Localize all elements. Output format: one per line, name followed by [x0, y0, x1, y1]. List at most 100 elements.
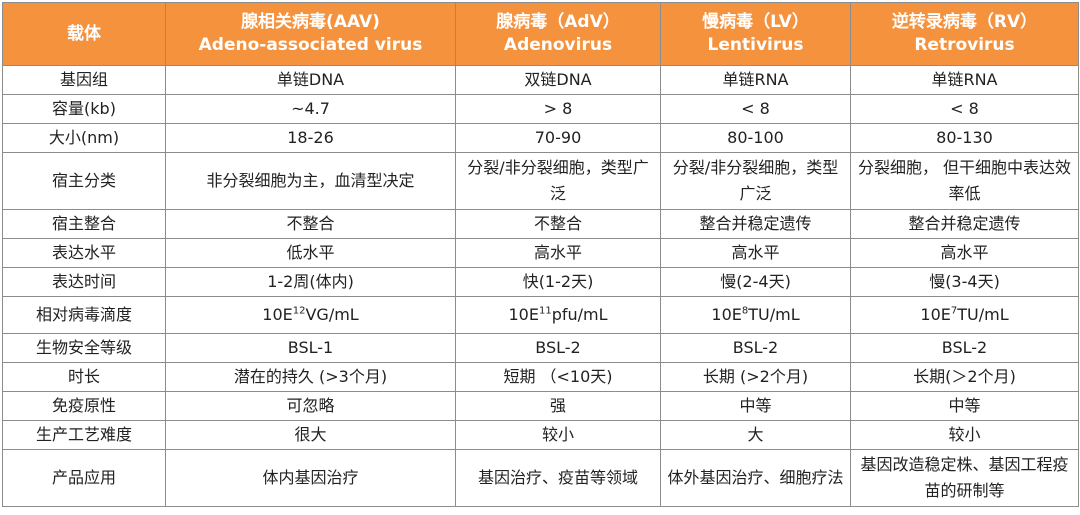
table-cell: 不整合	[455, 209, 661, 239]
table-row: 容量(kb) ~4.7 > 8 < 8 < 8	[2, 94, 1079, 124]
table-cell: 很大	[165, 420, 456, 450]
table-cell: 慢(2-4天)	[660, 267, 851, 297]
value-unit: TU/mL	[748, 305, 800, 324]
row-label: 容量(kb)	[2, 94, 166, 124]
table-row: 基因组 单链DNA 双链DNA 单链RNA 单链RNA	[2, 65, 1079, 95]
table-row: 宿主整合 不整合 不整合 整合并稳定遗传 整合并稳定遗传	[2, 209, 1079, 239]
table-cell: 单链DNA	[165, 65, 456, 95]
table-cell: 分裂细胞， 但干细胞中表达效率低	[850, 152, 1079, 210]
table-cell: > 8	[455, 94, 661, 124]
table-cell: 分裂/非分裂细胞，类型广泛	[455, 152, 661, 210]
header-line: 慢病毒（LV）	[702, 12, 809, 32]
comparison-table: 载体 腺相关病毒(AAV) Adeno-associated virus 腺病毒（Ad…	[2, 2, 1079, 507]
row-label: 大小(nm)	[2, 123, 166, 153]
table-cell: 快(1-2天)	[455, 267, 661, 297]
table-cell: 基因改造稳定株、基因工程疫苗的研制等	[850, 449, 1079, 507]
table-row: 相对病毒滴度 10E12VG/mL 10E11pfu/mL 10E8TU/mL 10E7…	[2, 296, 1079, 334]
row-label: 相对病毒滴度	[2, 296, 166, 334]
table-row: 产品应用 体内基因治疗 基因治疗、疫苗等领域 体外基因治疗、细胞疗法 基因改造稳定株、基…	[2, 449, 1079, 507]
row-label: 宿主整合	[2, 209, 166, 239]
header-cell: 载体	[2, 2, 166, 66]
table-row: 生物安全等级 BSL-1 BSL-2 BSL-2 BSL-2	[2, 333, 1079, 363]
table-cell: 单链RNA	[660, 65, 851, 95]
header-cell: 腺相关病毒(AAV) Adeno-associated virus	[165, 2, 456, 66]
table-cell: 非分裂细胞为主，血清型决定	[165, 152, 456, 210]
table-cell: 中等	[850, 391, 1079, 421]
table-cell: 不整合	[165, 209, 456, 239]
table-cell: 低水平	[165, 238, 456, 268]
table-row: 宿主分类 非分裂细胞为主，血清型决定 分裂/非分裂细胞，类型广泛 分裂/非分裂细胞，类…	[2, 152, 1079, 210]
value-unit: VG/mL	[305, 305, 359, 324]
table-cell: BSL-2	[850, 333, 1079, 363]
table-cell: 1-2周(体内)	[165, 267, 456, 297]
value-base: 10E	[711, 305, 742, 324]
table-cell: 10E11pfu/mL	[455, 296, 661, 334]
table-cell: 80-100	[660, 123, 851, 153]
table-cell: BSL-2	[455, 333, 661, 363]
table-cell: 长期 (>2个月)	[660, 362, 851, 392]
table-cell: 双链DNA	[455, 65, 661, 95]
header-line: Lentivirus	[707, 35, 804, 55]
table-row: 表达水平 低水平 高水平 高水平 高水平	[2, 238, 1079, 268]
row-label: 时长	[2, 362, 166, 392]
table-cell: 高水平	[455, 238, 661, 268]
header-row: 载体 腺相关病毒(AAV) Adeno-associated virus 腺病毒（Ad…	[2, 2, 1079, 66]
table-cell: 10E7TU/mL	[850, 296, 1079, 334]
row-label: 宿主分类	[2, 152, 166, 210]
table-cell: 80-130	[850, 123, 1079, 153]
table-row: 生产工艺难度 很大 较小大较小	[2, 420, 1079, 450]
table-cell: 高水平	[660, 238, 851, 268]
table-cell: 整合并稳定遗传	[850, 209, 1079, 239]
table-cell: 慢(3-4天)	[850, 267, 1079, 297]
header-line: 腺相关病毒(AAV)	[241, 12, 380, 32]
row-label: 基因组	[2, 65, 166, 95]
row-label: 生产工艺难度	[2, 420, 166, 450]
row-label: 生物安全等级	[2, 333, 166, 363]
table-cell: 18-26	[165, 123, 456, 153]
table-cell: 10E8TU/mL	[660, 296, 851, 334]
table-cell: 潜在的持久 (>3个月)	[165, 362, 456, 392]
table-cell: ~4.7	[165, 94, 456, 124]
value-exponent: 11	[538, 305, 552, 317]
table-cell: 10E12VG/mL	[165, 296, 456, 334]
header-line: 逆转录病毒（RV）	[891, 12, 1038, 32]
row-label: 表达水平	[2, 238, 166, 268]
table-row: 表达时间 1-2周(体内) 快(1-2天) 慢(2-4天) 慢(3-4天)	[2, 267, 1079, 297]
row-label: 表达时间	[2, 267, 166, 297]
table-cell: 中等	[660, 391, 851, 421]
table-cell: 长期(＞2个月)	[850, 362, 1079, 392]
table-cell: 短期 （<10天)	[455, 362, 661, 392]
value-exponent: 7	[950, 305, 958, 317]
row-label: 产品应用	[2, 449, 166, 507]
value-unit: pfu/mL	[551, 305, 608, 324]
table-cell: BSL-2	[660, 333, 851, 363]
header-line: Adenovirus	[503, 35, 613, 55]
value-base: 10E	[508, 305, 539, 324]
table-row: 时长 潜在的持久 (>3个月) 短期 （<10天) 长期 (>2个月) 长期(＞2个月)	[2, 362, 1079, 392]
row-label: 免疫原性	[2, 391, 166, 421]
table-cell: 体外基因治疗、细胞疗法	[660, 449, 851, 507]
header-cell: 腺病毒（AdV） Adenovirus	[455, 2, 661, 66]
table-cell: < 8	[850, 94, 1079, 124]
table-cell: 体内基因治疗	[165, 449, 456, 507]
header-line: 载体	[67, 23, 101, 44]
header-line: 腺病毒（AdV）	[496, 12, 620, 32]
table-cell: 高水平	[850, 238, 1079, 268]
table-cell: 基因治疗、疫苗等领域	[455, 449, 661, 507]
table-cell: 强	[455, 391, 661, 421]
value-base: 10E	[920, 305, 951, 324]
table-cell: 单链RNA	[850, 65, 1079, 95]
table-cell: 70-90	[455, 123, 661, 153]
value-unit: TU/mL	[957, 305, 1009, 324]
table-cell: 大	[660, 420, 851, 450]
table-cell: 较小	[455, 420, 661, 450]
header-cell: 慢病毒（LV） Lentivirus	[660, 2, 851, 66]
table-cell: < 8	[660, 94, 851, 124]
value-exponent: 12	[292, 305, 306, 317]
value-exponent: 8	[741, 305, 749, 317]
header-cell: 逆转录病毒（RV） Retrovirus	[850, 2, 1079, 66]
table-cell: 分裂/非分裂细胞，类型广泛	[660, 152, 851, 210]
table-body: 基因组 单链DNA 双链DNA 单链RNA 单链RNA 容量(kb) ~4.7 > 8 < 8 <…	[2, 65, 1079, 507]
value-base: 10E	[262, 305, 293, 324]
